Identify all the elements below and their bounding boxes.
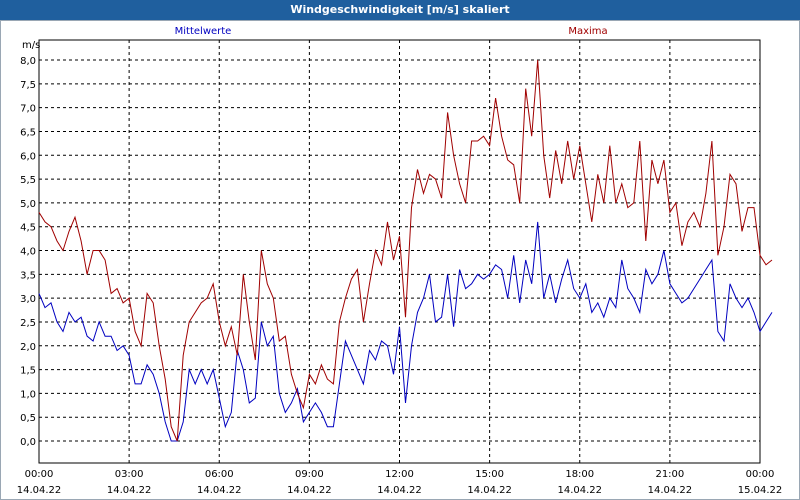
y-tick-label: 4,0: [20, 247, 36, 258]
y-tick-label: 7,0: [20, 104, 36, 115]
chart-title: Windgeschwindigkeit [m/s] skaliert: [290, 3, 510, 16]
x-tick-time: 09:00: [295, 469, 324, 480]
x-tick-time: 18:00: [565, 469, 594, 480]
legend-mittelwerte: Mittelwerte: [175, 26, 232, 37]
y-tick-label: 6,0: [20, 151, 36, 162]
x-tick-time: 21:00: [655, 469, 684, 480]
y-tick-label: 1,0: [20, 389, 36, 400]
y-axis-ticks: 0,0 0,5 1,0 1,5 2,0 2,5 3,0 3,5 4,0 4,5 5,0 5,5 6,0 6…: [20, 56, 36, 448]
x-tick-time: 00:00: [746, 469, 775, 480]
y-tick-label: 1,5: [20, 366, 36, 377]
y-tick-label: 5,5: [20, 175, 36, 186]
x-tick-date: 14.04.22: [197, 485, 242, 496]
y-tick-label: 7,5: [20, 80, 36, 91]
y-tick-label: 0,5: [20, 413, 36, 424]
x-tick-time: 00:00: [25, 469, 54, 480]
y-tick-label: 3,0: [20, 294, 36, 305]
legend-maxima: Maxima: [568, 26, 607, 37]
y-axis-label: m/s: [22, 40, 40, 51]
y-tick-label: 8,0: [20, 56, 36, 67]
x-tick-date: 14.04.22: [648, 485, 693, 496]
x-tick-date: 14.04.22: [107, 485, 152, 496]
y-tick-label: 2,5: [20, 318, 36, 329]
y-tick-label: 5,0: [20, 199, 36, 210]
x-tick-date: 14.04.22: [287, 485, 332, 496]
x-tick-date: 14.04.22: [17, 485, 62, 496]
x-tick-date: 15.04.22: [738, 485, 783, 496]
x-tick-time: 03:00: [115, 469, 144, 480]
x-tick-time: 12:00: [385, 469, 414, 480]
y-tick-label: 4,5: [20, 223, 36, 234]
y-tick-label: 3,5: [20, 270, 36, 281]
data-series: [38, 59, 773, 442]
x-tick-time: 15:00: [475, 469, 504, 480]
x-tick-date: 14.04.22: [557, 485, 602, 496]
y-tick-label: 0,0: [20, 437, 36, 448]
y-tick-label: 6,5: [20, 127, 36, 138]
x-axis-ticks: 00:00 14.04.22 03:00 14.04.22 06:00 14.04.22 0…: [17, 469, 783, 496]
y-tick-label: 2,0: [20, 342, 36, 353]
x-tick-date: 14.04.22: [377, 485, 422, 496]
series-line-maxima: [38, 59, 773, 442]
x-tick-date: 14.04.22: [467, 485, 512, 496]
x-tick-time: 06:00: [205, 469, 234, 480]
series-line-mittelwerte: [38, 221, 773, 442]
